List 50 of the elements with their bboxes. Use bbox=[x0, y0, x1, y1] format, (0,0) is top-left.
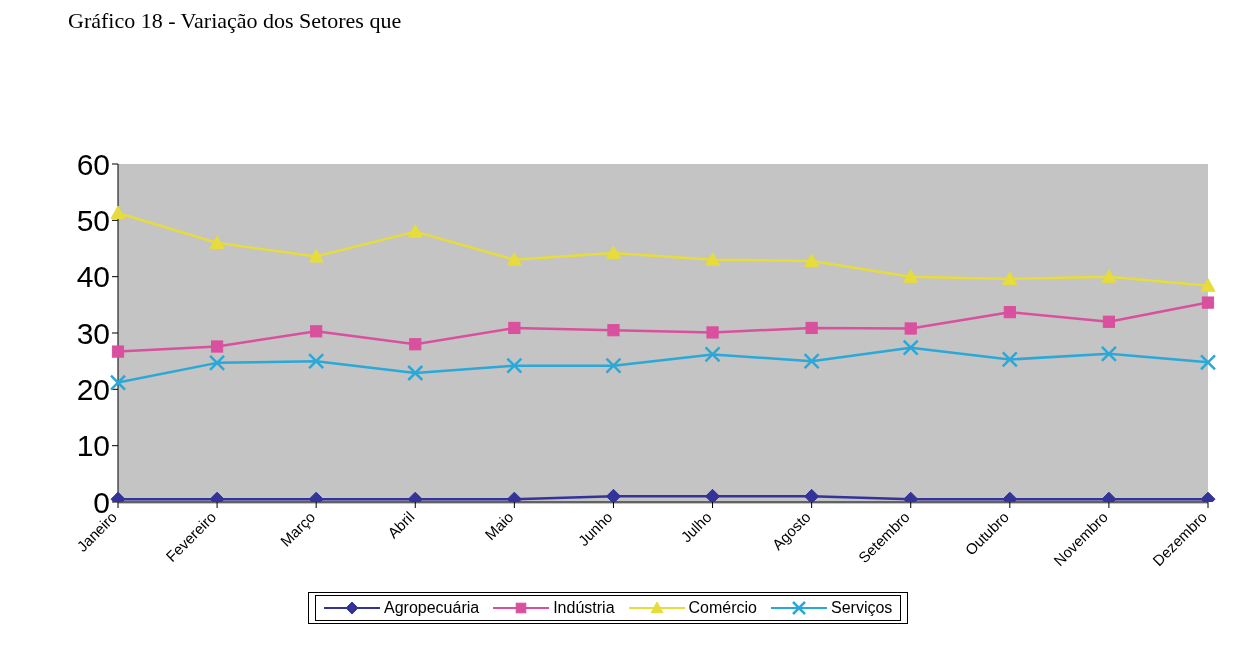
point bbox=[310, 325, 323, 338]
point bbox=[803, 352, 820, 370]
point bbox=[1003, 306, 1016, 319]
chart-title: Gráfico 18 - Variação dos Setores que bbox=[67, 8, 403, 35]
point bbox=[307, 352, 325, 370]
legend-label: Comércio bbox=[687, 599, 758, 617]
point bbox=[605, 488, 621, 502]
point bbox=[208, 354, 226, 372]
point bbox=[111, 345, 125, 358]
point bbox=[1001, 351, 1019, 368]
point bbox=[902, 339, 919, 356]
point bbox=[1100, 345, 1118, 363]
point bbox=[705, 252, 721, 266]
point bbox=[210, 340, 224, 353]
point bbox=[308, 248, 324, 263]
point bbox=[407, 224, 423, 238]
point bbox=[1200, 278, 1216, 292]
legend-label: Indústria bbox=[552, 599, 615, 617]
point bbox=[209, 235, 225, 249]
point bbox=[805, 321, 818, 335]
point bbox=[1201, 296, 1215, 309]
legend-label: Serviços bbox=[830, 599, 893, 617]
point bbox=[1199, 354, 1217, 371]
point bbox=[109, 374, 127, 391]
y-tick-label: 60 bbox=[76, 147, 110, 181]
point bbox=[508, 321, 521, 335]
point bbox=[804, 253, 820, 267]
legend-label: Agropecuária bbox=[383, 599, 480, 617]
point bbox=[506, 357, 523, 374]
point bbox=[110, 205, 126, 220]
point bbox=[1102, 315, 1116, 328]
point bbox=[706, 326, 719, 339]
point bbox=[904, 322, 917, 335]
y-tick-label: 20 bbox=[76, 372, 110, 406]
point bbox=[409, 338, 422, 351]
y-tick-label: 30 bbox=[76, 316, 110, 350]
y-tick-label: 10 bbox=[76, 429, 110, 463]
point bbox=[903, 269, 919, 283]
point bbox=[704, 346, 721, 363]
point bbox=[804, 488, 820, 502]
point bbox=[1002, 271, 1018, 286]
point bbox=[407, 364, 424, 382]
point bbox=[506, 252, 522, 266]
point bbox=[605, 245, 621, 260]
point bbox=[705, 488, 721, 502]
point bbox=[607, 324, 620, 337]
y-tick-label: 50 bbox=[76, 203, 110, 237]
y-tick-label: 40 bbox=[76, 260, 110, 294]
point bbox=[1101, 269, 1117, 283]
point bbox=[605, 357, 622, 374]
